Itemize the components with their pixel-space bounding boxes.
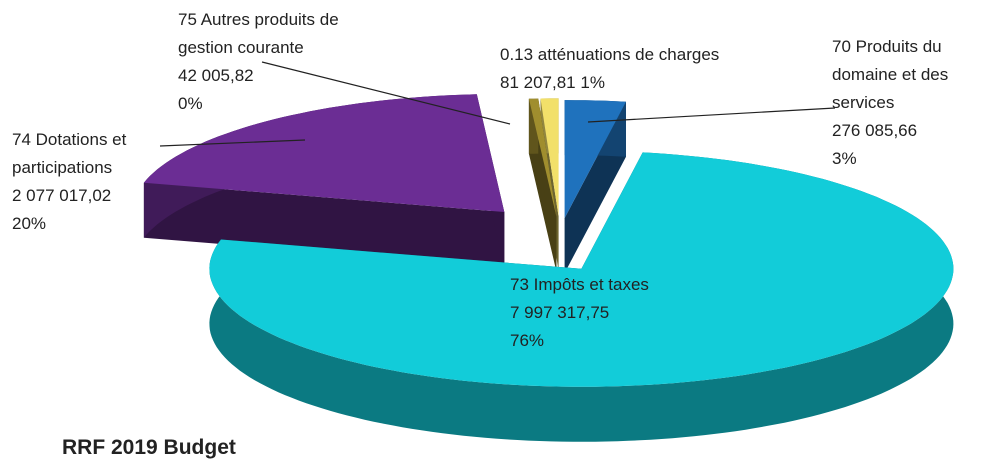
slice-label: 74 Dotations et participations 2 077 017,… — [12, 126, 182, 238]
category-label: 74 Dotations et participations — [12, 130, 127, 177]
slice-label: 75 Autres produits de gestion courante 42… — [178, 6, 378, 118]
percent-label: 0% — [178, 94, 203, 113]
percent-label: 3% — [832, 149, 857, 168]
slice-label: 0.13 atténuations de charges 81 207,81 1% — [500, 41, 800, 97]
value-label: 2 077 017,02 — [12, 186, 112, 205]
slice — [209, 152, 954, 387]
percent-label: 1% — [580, 73, 605, 92]
slice-label: 73 Impôts et taxes 7 997 317,75 76% — [510, 271, 770, 355]
slice-side — [143, 182, 505, 267]
value-label: 42 005,82 — [178, 66, 254, 85]
leader-line — [587, 107, 836, 123]
category-label: 73 Impôts et taxes — [510, 275, 649, 294]
percent-label: 20% — [12, 214, 47, 233]
chart-title: RRF 2019 Budget — [62, 436, 236, 459]
percent-label: 76% — [510, 331, 545, 350]
leader-line — [159, 139, 306, 147]
value-label: 7 997 317,75 — [510, 303, 610, 322]
category-label: 0.13 atténuations de charges — [500, 45, 720, 64]
leader-line — [261, 61, 511, 125]
value-label: 81 207,81 — [500, 73, 576, 92]
value-label: 276 085,66 — [832, 121, 918, 140]
label-row: 81 207,81 1% — [500, 69, 800, 97]
slice — [564, 100, 626, 219]
slice — [143, 94, 505, 212]
slice — [528, 98, 557, 217]
slice-label: 70 Produits du domaine et des services 27… — [832, 33, 992, 173]
slice — [540, 98, 559, 217]
category-label: 75 Autres produits de gestion courante — [178, 10, 339, 57]
category-label: 70 Produits du domaine et des services — [832, 37, 949, 112]
